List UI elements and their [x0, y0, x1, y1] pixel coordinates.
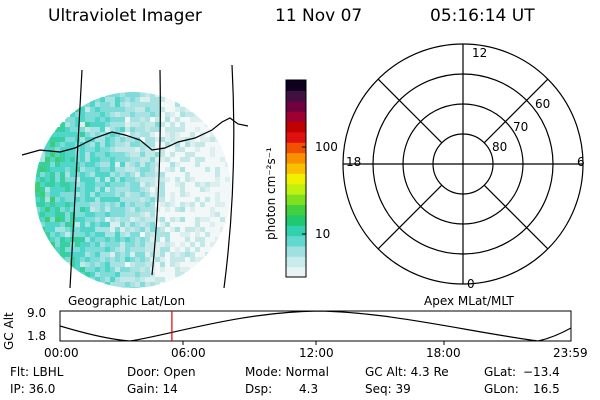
orbit-plot: [59, 310, 572, 345]
longitude-line: [223, 64, 235, 289]
info-dsp-value: 4.3: [299, 382, 319, 396]
colorbar-cell: [286, 152, 306, 164]
orbit-xtick-1200: 12:00: [299, 346, 334, 360]
info-flt: Flt: LBHL: [10, 365, 64, 379]
colorbar-cell: [286, 194, 306, 206]
info-door: Door: Open: [127, 365, 196, 379]
orbit-ylabel: GC Alt: [2, 312, 16, 350]
colorbar-tick-label-10: 10: [315, 227, 331, 241]
colorbar-cell: [286, 142, 306, 154]
colorbar-unit-label: photon cm⁻²s⁻¹: [264, 147, 278, 240]
info-ip: IP: 36.0: [10, 382, 56, 396]
colorbar-cell: [286, 183, 306, 195]
colorbar-cell: [286, 121, 306, 133]
polar-diagonal: [483, 184, 549, 250]
polar-diagonal: [377, 78, 443, 144]
mlt-label-12: 12: [472, 46, 488, 60]
info-dsp-label: Dsp:: [245, 382, 273, 396]
mlat-label-70: 70: [513, 120, 529, 134]
polar-plot: [342, 43, 584, 285]
date-label: 11 Nov 07: [275, 6, 363, 26]
orbit-altitude-curve: [60, 311, 571, 341]
colorbar-frame: [285, 79, 307, 278]
colorbar-cell: [286, 173, 306, 185]
geographic-label: Geographic Lat/Lon: [68, 294, 186, 308]
colorbar-cells: [286, 80, 306, 278]
coastline: [21, 117, 249, 156]
colorbar-tick-label-100: 100: [315, 140, 338, 154]
info-glon-label: GLon:: [484, 382, 519, 396]
info-glat-value: −13.4: [523, 365, 560, 379]
colorbar-cell: [286, 131, 306, 143]
orbit-ytick-max: 9.0: [27, 306, 47, 320]
uvi-image-pixels: [35, 92, 231, 288]
colorbar-cell: [286, 245, 306, 257]
orbit-xtick-1800: 18:00: [426, 346, 461, 360]
colorbar-cell: [286, 111, 306, 123]
info-seq: Seq: 39: [365, 382, 411, 396]
colorbar-cell: [286, 100, 306, 112]
info-glon-value: 16.5: [533, 382, 560, 396]
polar-diagonal: [377, 184, 443, 250]
colorbar: [285, 79, 307, 278]
colorbar-cell: [286, 235, 306, 247]
orbit-xtick-0000: 00:00: [44, 346, 79, 360]
info-mode: Mode: Normal: [245, 365, 329, 379]
orbit-frame: [59, 310, 572, 342]
colorbar-cell: [286, 204, 306, 216]
colorbar-cell: [286, 214, 306, 226]
colorbar-cell: [286, 90, 306, 102]
mlt-label-18: 18: [346, 155, 362, 169]
uvi-image: [21, 64, 249, 289]
longitude-line: [151, 69, 161, 276]
info-gc-alt: GC Alt: 4.3 Re: [365, 365, 449, 379]
info-glat-label: GLat:: [484, 365, 517, 379]
colorbar-cell: [286, 80, 306, 91]
longitude-line: [69, 69, 83, 289]
orbit-ytick-min: 1.8: [27, 329, 47, 343]
colorbar-cell: [286, 256, 306, 268]
instrument-title: Ultraviolet Imager: [48, 6, 202, 26]
time-label: 05:16:14 UT: [430, 6, 535, 26]
polar-diagonal: [483, 78, 549, 144]
orbit-xtick-0600: 06:00: [171, 346, 206, 360]
colorbar-cell: [286, 266, 306, 278]
colorbar-cell: [286, 225, 306, 237]
colorbar-cell: [286, 162, 306, 174]
orbit-xtick-2359: 23:59: [553, 346, 588, 360]
mlt-label-6: 6: [577, 155, 585, 169]
info-gain: Gain: 14: [127, 382, 178, 396]
mlat-label-60: 60: [535, 97, 551, 111]
mlt-label-0: 0: [467, 277, 475, 291]
apex-label: Apex MLat/MLT: [424, 294, 514, 308]
mlat-label-80: 80: [492, 140, 508, 154]
